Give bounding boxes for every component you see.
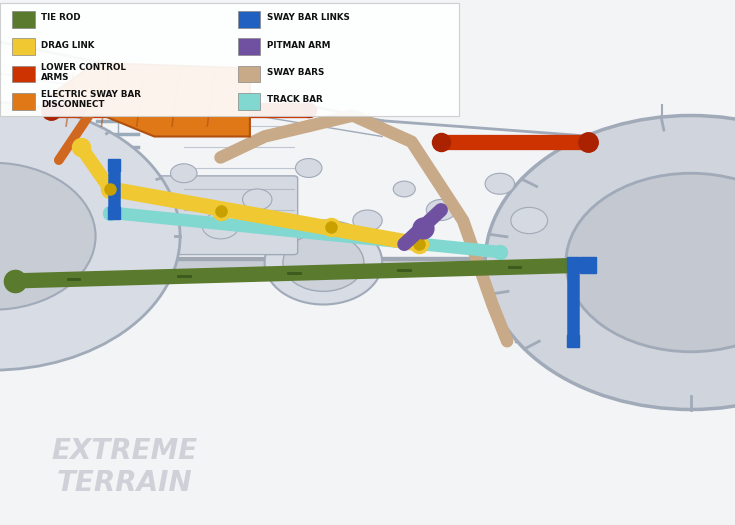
Circle shape — [485, 173, 514, 194]
FancyBboxPatch shape — [12, 93, 35, 110]
Circle shape — [0, 102, 180, 370]
Text: DRAG LINK: DRAG LINK — [41, 40, 95, 50]
FancyBboxPatch shape — [238, 66, 260, 82]
Text: LOWER CONTROL
ARMS: LOWER CONTROL ARMS — [41, 63, 126, 82]
FancyBboxPatch shape — [0, 3, 459, 116]
Polygon shape — [51, 63, 250, 136]
Circle shape — [243, 189, 272, 210]
FancyBboxPatch shape — [12, 11, 35, 28]
Circle shape — [353, 210, 382, 231]
Circle shape — [485, 116, 735, 410]
FancyBboxPatch shape — [12, 38, 35, 55]
FancyBboxPatch shape — [238, 11, 260, 28]
Circle shape — [511, 207, 548, 234]
Text: ELECTRIC SWAY BAR
DISCONNECT: ELECTRIC SWAY BAR DISCONNECT — [41, 90, 141, 109]
Circle shape — [566, 173, 735, 352]
Text: PITMAN ARM: PITMAN ARM — [267, 40, 330, 50]
Circle shape — [295, 159, 322, 177]
Circle shape — [393, 181, 415, 197]
Text: TRACK BAR: TRACK BAR — [267, 95, 323, 104]
Circle shape — [0, 163, 96, 310]
Text: SWAY BAR LINKS: SWAY BAR LINKS — [267, 13, 350, 23]
FancyBboxPatch shape — [238, 93, 260, 110]
Text: SWAY BARS: SWAY BARS — [267, 68, 324, 77]
Circle shape — [265, 220, 382, 304]
FancyBboxPatch shape — [12, 66, 35, 82]
Circle shape — [283, 234, 364, 291]
Circle shape — [426, 200, 456, 220]
Circle shape — [171, 164, 197, 183]
FancyBboxPatch shape — [158, 176, 298, 255]
FancyBboxPatch shape — [238, 38, 260, 55]
Circle shape — [202, 213, 239, 239]
Text: TIE ROD: TIE ROD — [41, 13, 81, 23]
Text: EXTREME
TERRAIN: EXTREME TERRAIN — [52, 437, 198, 498]
